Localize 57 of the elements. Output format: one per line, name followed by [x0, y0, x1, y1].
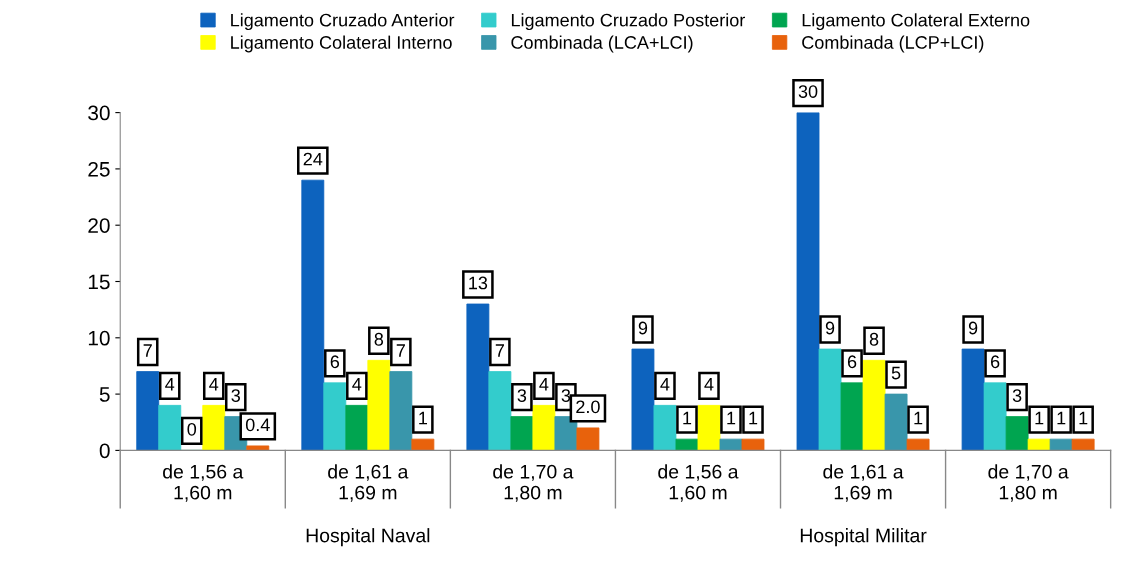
data-label: 0.4: [245, 418, 270, 432]
data-label: 9: [825, 321, 835, 335]
legend-label: Combinada (LCP+LCI): [802, 35, 984, 53]
data-label: 7: [495, 344, 504, 357]
x-tick-label: de 1,61 a 1,69 m: [328, 464, 409, 502]
y-tick-label: 0: [99, 443, 110, 459]
x-tick-label: de 1,61 a 1,69 m: [823, 464, 904, 502]
data-label: 5: [891, 366, 901, 380]
data-label: 7: [143, 344, 152, 357]
data-label: 6: [991, 355, 1000, 369]
x-tick-label: de 1,56 a 1,60 m: [658, 464, 739, 502]
y-tick-label: 5: [99, 387, 110, 402]
y-tick-label: 10: [88, 330, 110, 346]
legend-label: Ligamento Cruzado Posterior: [511, 13, 746, 31]
text: Hospital Militar: [800, 528, 927, 547]
data-label: 1: [1035, 411, 1044, 425]
data-label: 7: [396, 344, 405, 357]
data-label: 1: [914, 411, 923, 425]
data-label: 1: [749, 411, 758, 425]
data-label: 3: [1012, 389, 1022, 402]
legend-label: Ligamento Colateral Interno: [231, 35, 452, 53]
data-label: 1: [683, 411, 692, 425]
data-label: 2.0: [576, 400, 600, 414]
x-tick-label: de 1,70 a 1,80 m: [493, 464, 574, 502]
x-tick-label: de 1,70 a 1,80 m: [988, 464, 1069, 502]
data-label: 13: [469, 276, 488, 290]
data-label: 4: [165, 378, 175, 391]
data-label: 3: [231, 389, 240, 402]
text: Hospital Naval: [306, 528, 430, 547]
data-label: 6: [847, 355, 857, 369]
y-tick-label: 25: [88, 161, 110, 177]
data-label: 8: [869, 332, 879, 346]
data-label: 4: [209, 378, 219, 391]
legend-label: Combinada (LCA+LCI): [511, 35, 693, 53]
legend-label: Ligamento Colateral Externo: [802, 13, 1030, 31]
data-label: 8: [374, 332, 384, 346]
y-tick-label: 15: [88, 274, 110, 290]
data-label: 9: [968, 321, 978, 335]
data-label: 30: [798, 85, 818, 98]
y-tick-label: 20: [88, 218, 110, 233]
y-tick-label: 30: [88, 105, 110, 121]
data-label: 9: [638, 321, 648, 335]
data-label: 1: [1079, 411, 1088, 425]
data-label: 1: [727, 411, 736, 425]
data-label: 4: [352, 378, 362, 391]
data-label: 1: [1057, 411, 1066, 425]
data-label: 4: [704, 378, 714, 391]
data-label: 24: [303, 152, 323, 166]
data-label: 1: [419, 411, 427, 425]
data-label: 4: [660, 378, 670, 391]
data-label: 6: [330, 355, 340, 369]
data-label: 4: [539, 378, 549, 391]
legend-label: Ligamento Cruzado Anterior: [231, 13, 455, 31]
data-label: 3: [561, 389, 571, 402]
data-label: 3: [517, 389, 527, 402]
data-label: 0: [187, 422, 197, 436]
x-tick-label: de 1,56 a 1,60 m: [163, 464, 244, 502]
